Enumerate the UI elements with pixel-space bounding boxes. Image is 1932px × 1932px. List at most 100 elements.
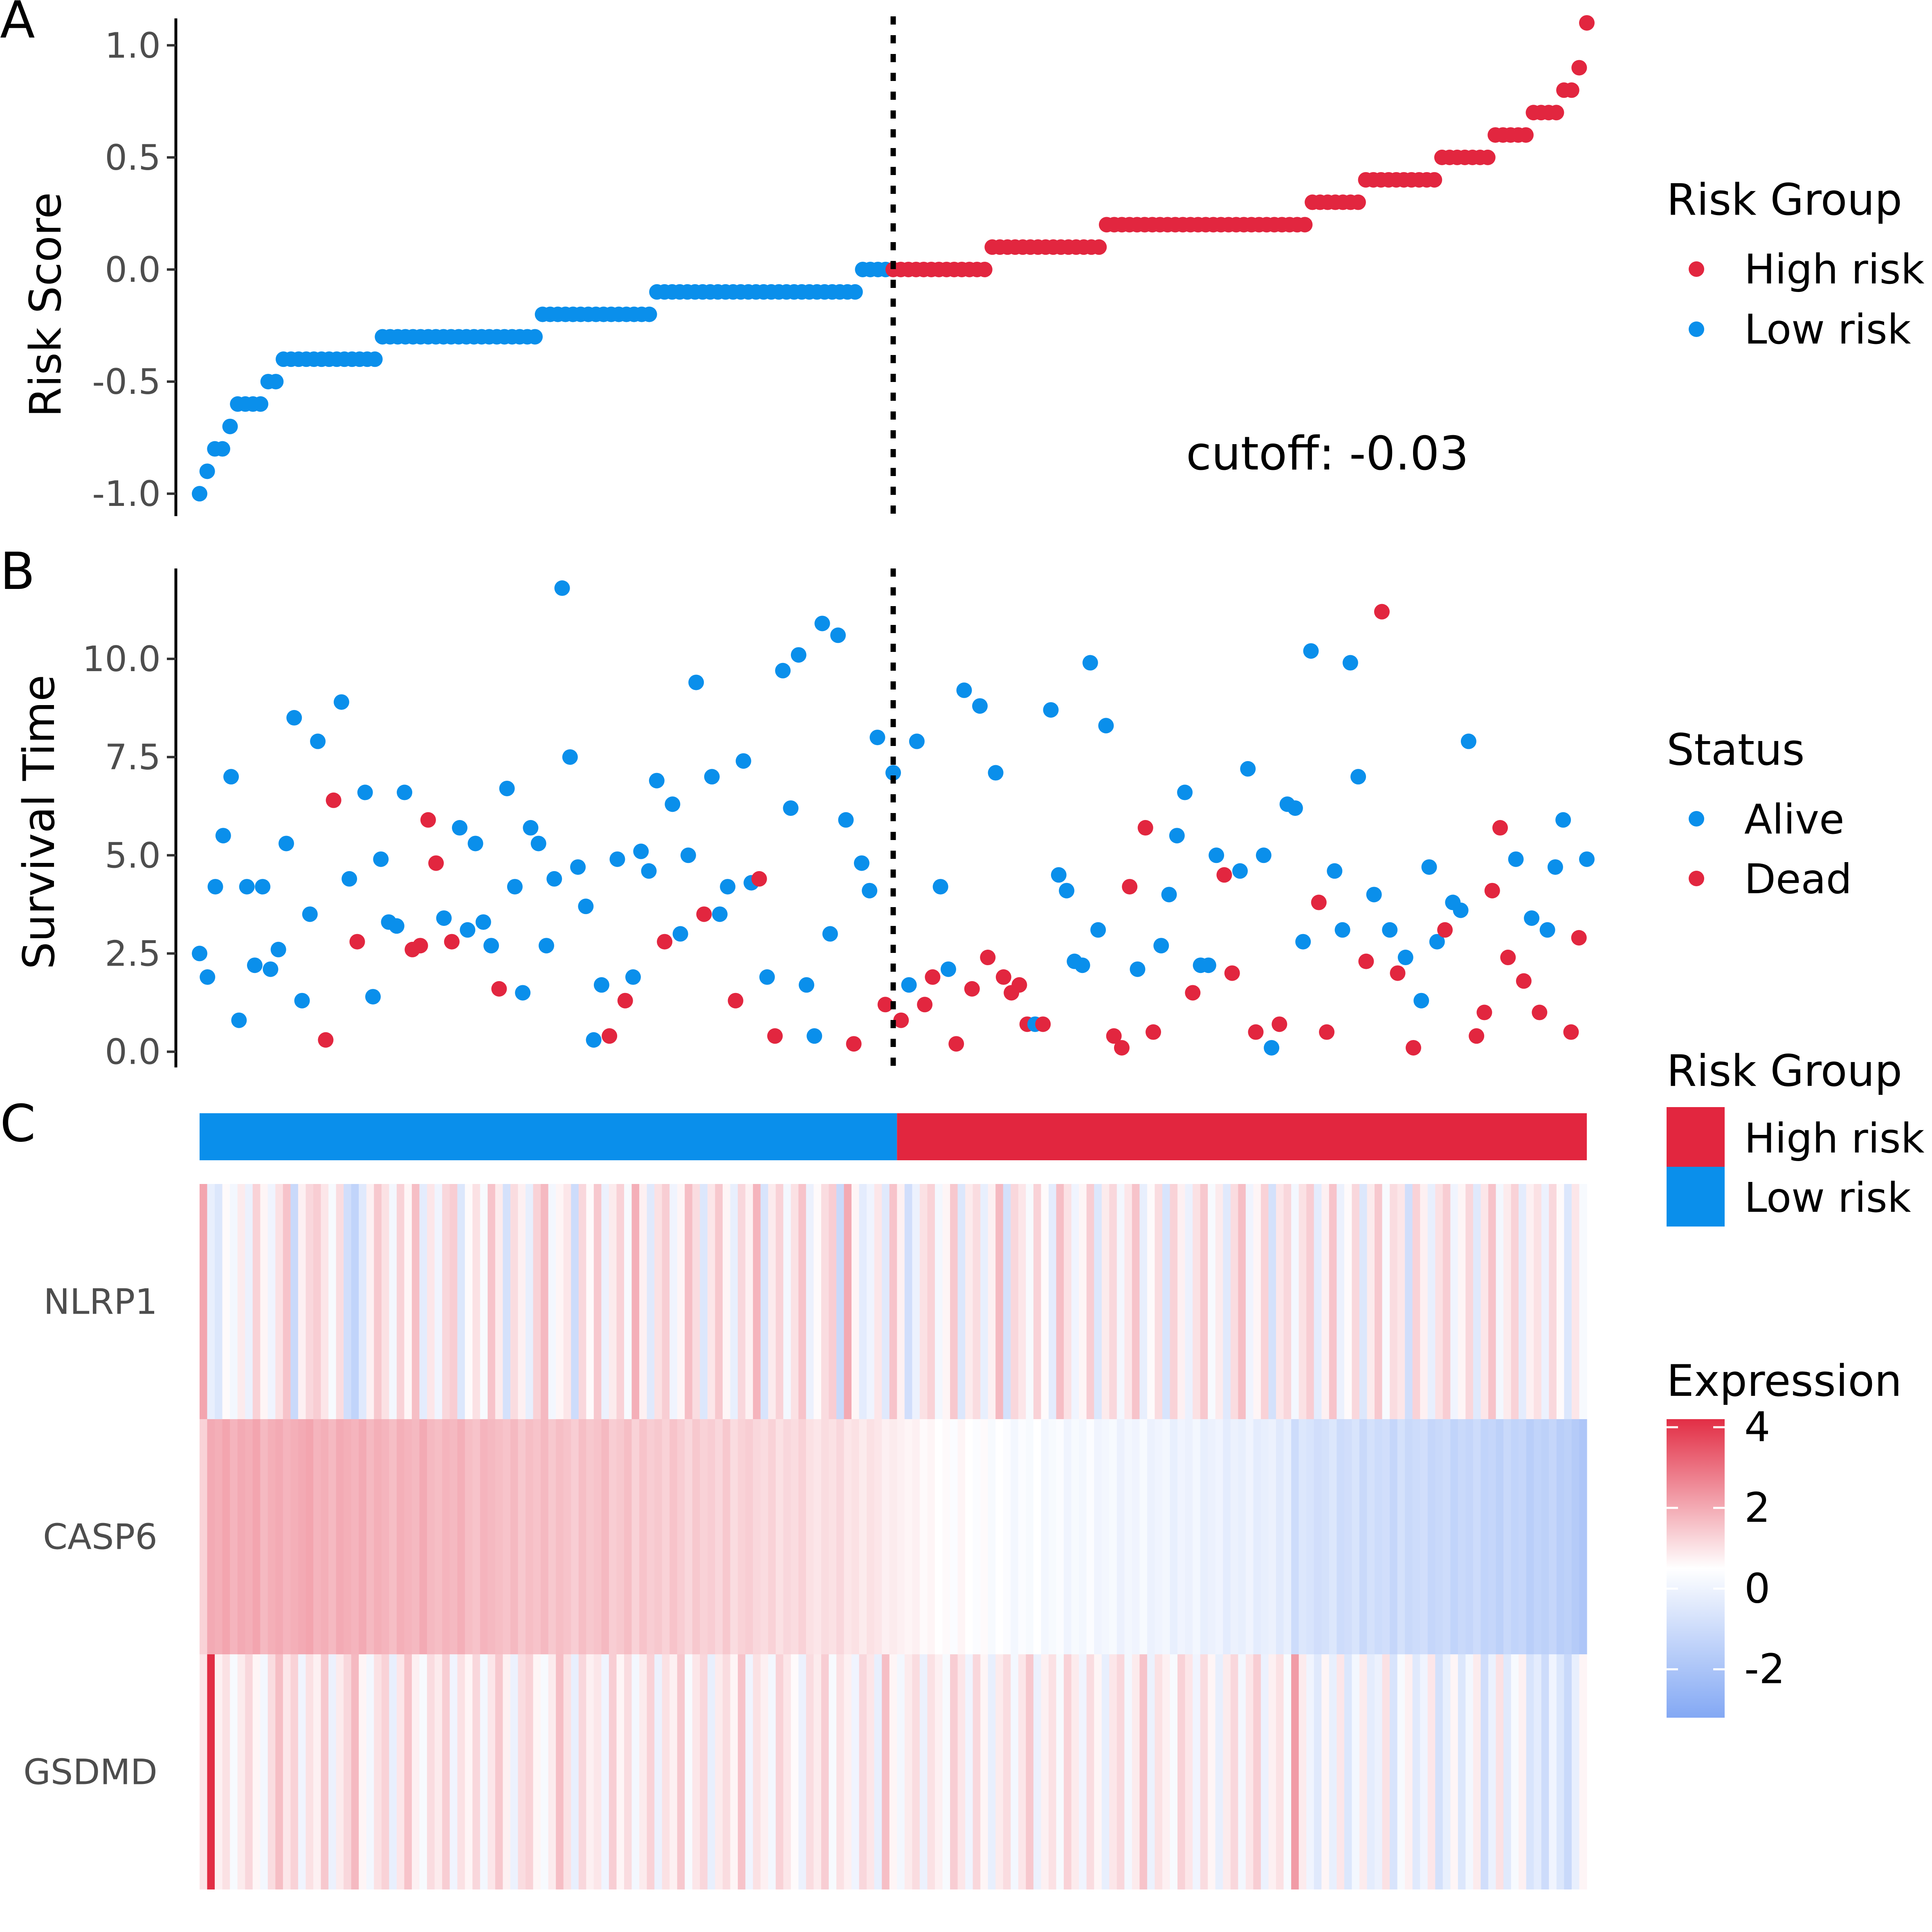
heatmap-cell xyxy=(745,1419,753,1654)
heatmap-cell xyxy=(1245,1419,1254,1654)
heatmap-cell xyxy=(1260,1184,1269,1419)
heatmap-cell xyxy=(245,1419,253,1654)
survival-time-point xyxy=(948,1036,964,1052)
heatmap-cell xyxy=(1268,1184,1276,1419)
risk-score-y-tick-label: -1.0 xyxy=(92,474,161,514)
heatmap-cell xyxy=(1223,1419,1231,1654)
heatmap-cell xyxy=(1276,1184,1284,1419)
survival-time-point xyxy=(1358,953,1374,969)
risk-score-point xyxy=(192,486,207,502)
heatmap-cell xyxy=(1534,1419,1542,1654)
heatmap-cell xyxy=(609,1654,617,1889)
heatmap-cell xyxy=(556,1419,564,1654)
heatmap-cell xyxy=(298,1654,306,1889)
heatmap-cell xyxy=(867,1184,875,1419)
heatmap-cell xyxy=(313,1419,321,1654)
heatmap-cell xyxy=(1571,1419,1580,1654)
heatmap-cell xyxy=(1208,1184,1216,1419)
heatmap-cell xyxy=(1200,1419,1208,1654)
heatmap-cell xyxy=(760,1654,768,1889)
heatmap-cell xyxy=(207,1654,215,1889)
heatmap-cell xyxy=(1556,1184,1564,1419)
heatmap-cell xyxy=(200,1419,208,1654)
heatmap-cell xyxy=(396,1654,405,1889)
heatmap-cell xyxy=(730,1419,738,1654)
heatmap-cell xyxy=(851,1419,860,1654)
heatmap-cell xyxy=(1382,1419,1390,1654)
heatmap-cell xyxy=(518,1654,526,1889)
heatmap-cell xyxy=(252,1184,261,1419)
heatmap-cell xyxy=(427,1654,435,1889)
heatmap-cell xyxy=(904,1654,912,1889)
risk-score-point xyxy=(253,396,269,412)
heatmap-cell xyxy=(980,1419,988,1654)
heatmap-cell xyxy=(1291,1654,1299,1889)
heatmap-cell xyxy=(1071,1184,1079,1419)
risk-group-bar-high xyxy=(897,1113,1587,1160)
heatmap-cell xyxy=(1101,1654,1110,1889)
heatmap-cell xyxy=(647,1654,655,1889)
heatmap-cell xyxy=(1048,1419,1057,1654)
heatmap-cell xyxy=(1511,1184,1519,1419)
survival-time-point xyxy=(1043,702,1059,718)
heatmap-cell xyxy=(806,1184,814,1419)
survival-time-point xyxy=(357,784,373,800)
survival-time-point xyxy=(578,899,594,914)
heatmap-cell xyxy=(1155,1654,1163,1889)
survival-time-point xyxy=(925,969,941,985)
heatmap-cell xyxy=(1041,1654,1049,1889)
survival-time-y-axis-title: Survival Time xyxy=(14,675,64,969)
survival-time-y-tick-label: 7.5 xyxy=(105,737,161,778)
heatmap-cell xyxy=(578,1419,586,1654)
survival-time-point xyxy=(688,674,704,690)
heatmap-cell xyxy=(1291,1184,1299,1419)
heatmap-cell xyxy=(1048,1184,1057,1419)
heatmap-cell xyxy=(1094,1419,1102,1654)
survival-time-point xyxy=(207,879,223,895)
survival-time-point xyxy=(255,879,271,895)
survival-time-point xyxy=(696,906,712,922)
heatmap-cell xyxy=(457,1184,465,1419)
heatmap-cell xyxy=(707,1419,716,1654)
heatmap-cell xyxy=(844,1184,852,1419)
survival-time-point xyxy=(1082,655,1098,671)
heatmap-cell xyxy=(1519,1419,1527,1654)
survival-time-point xyxy=(1256,847,1272,863)
survival-time-point xyxy=(909,733,925,749)
heatmap-cell xyxy=(1208,1419,1216,1654)
heatmap-cell xyxy=(1382,1184,1390,1419)
survival-time-point xyxy=(609,851,625,867)
heatmap-cell xyxy=(526,1419,534,1654)
heatmap-cell xyxy=(359,1419,367,1654)
survival-time-point xyxy=(1106,1028,1122,1044)
heatmap-cell xyxy=(207,1419,215,1654)
heatmap-cell xyxy=(1018,1654,1026,1889)
heatmap-cell xyxy=(1139,1654,1148,1889)
heatmap-cell xyxy=(935,1419,943,1654)
heatmap-cell xyxy=(472,1419,481,1654)
heatmap-cell xyxy=(942,1184,950,1419)
cutoff-label: cutoff: -0.03 xyxy=(1186,427,1469,481)
heatmap-cell xyxy=(556,1654,564,1889)
heatmap-cell xyxy=(935,1184,943,1419)
survival-time-point xyxy=(1421,859,1437,875)
survival-time-point xyxy=(720,879,736,895)
heatmap-cell xyxy=(306,1184,314,1419)
heatmap-cell xyxy=(1352,1184,1360,1419)
survival-time-y-tick-label: 10.0 xyxy=(83,639,161,680)
survival-time-point xyxy=(1366,887,1382,903)
survival-time-point xyxy=(412,938,428,954)
heatmap-cell xyxy=(389,1654,397,1889)
heatmap-cell xyxy=(692,1654,700,1889)
heatmap-cell xyxy=(222,1654,230,1889)
heatmap-cell xyxy=(237,1184,245,1419)
heatmap-cell xyxy=(760,1419,768,1654)
heatmap-cell xyxy=(844,1654,852,1889)
heatmap-cell xyxy=(1124,1654,1132,1889)
heatmap-cell xyxy=(396,1419,405,1654)
risk-score-point xyxy=(199,463,215,479)
survival-time-point xyxy=(239,879,255,895)
heatmap-cell xyxy=(1435,1654,1443,1889)
heatmap-cell xyxy=(1375,1654,1383,1889)
survival-time-point xyxy=(964,981,980,997)
